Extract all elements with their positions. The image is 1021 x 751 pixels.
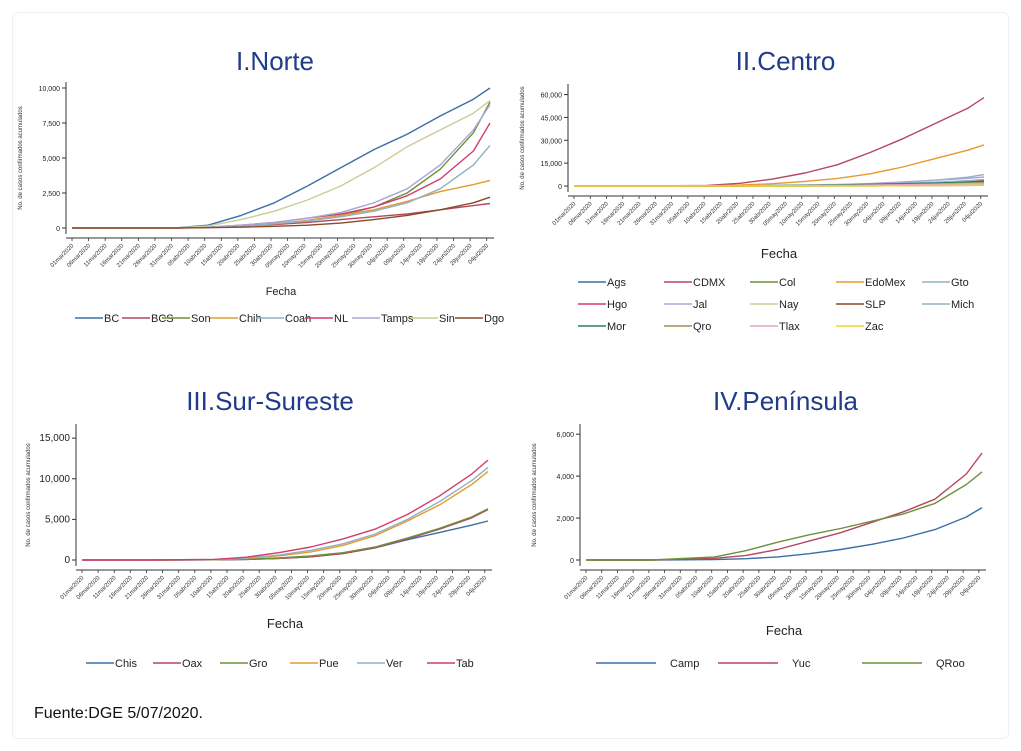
- legend-label: Oax: [182, 658, 203, 670]
- legend-label: Dgo: [484, 313, 504, 325]
- series-line-bcs: [72, 202, 491, 229]
- y-tick-label: 5,000: [45, 514, 70, 525]
- y-tick-label: 15,000: [39, 433, 70, 444]
- y-tick-label: 4,000: [556, 474, 574, 481]
- legend-label: Ver: [386, 658, 403, 670]
- y-tick-label: 15,000: [541, 161, 563, 168]
- series-line-gro: [82, 508, 489, 561]
- legend-label: Tlax: [779, 321, 800, 333]
- series-line-pue: [82, 470, 489, 561]
- y-tick-label: 0: [56, 226, 60, 233]
- y-tick-label: 5,000: [42, 156, 60, 163]
- panel-centro: II.Centro: [510, 0, 1021, 360]
- legend-label: Tab: [456, 658, 474, 670]
- y-tick-label: 10,000: [39, 474, 70, 485]
- y-axis-label: No. de casos confirmados acumulados: [18, 106, 24, 209]
- y-tick-label: 2,500: [42, 191, 60, 198]
- source-note: Fuente:DGE 5/07/2020.: [34, 705, 203, 722]
- y-tick-label: 6,000: [556, 432, 574, 439]
- series-line-ver: [82, 466, 489, 561]
- legend-label: EdoMex: [865, 277, 906, 289]
- series-line-dgo: [72, 196, 491, 229]
- legend-label: BC: [104, 313, 119, 325]
- legend-label: Son: [191, 313, 211, 325]
- legend-label: Pue: [319, 658, 339, 670]
- series-line-qroo: [586, 471, 983, 561]
- y-axis-label: No. de casos confirmados acumulados: [532, 443, 538, 546]
- legend-label: Chih: [239, 313, 262, 325]
- legend-label: Ags: [607, 277, 626, 289]
- series-line-camp: [586, 506, 983, 561]
- x-axis-label: Fecha: [267, 616, 304, 631]
- chart-title: III.Sur-Sureste: [186, 386, 354, 416]
- series-line-coah: [72, 144, 491, 229]
- y-axis-label: No. de casos confirmados acumulados: [26, 443, 32, 546]
- chart-title: IV.Península: [712, 386, 859, 416]
- series-line-cdmx: [574, 97, 985, 187]
- y-tick-label: 7,500: [42, 121, 60, 128]
- legend-label: QRoo: [936, 658, 965, 670]
- series-line-bc: [72, 87, 491, 229]
- legend-label: Coah: [285, 313, 311, 325]
- panel-norte: I.Norte: [0, 0, 510, 360]
- legend-label: Hgo: [607, 299, 627, 311]
- y-axis-label: No. de casos confirmados acumulados: [520, 86, 526, 189]
- legend-label: Nay: [779, 299, 799, 311]
- legend-label: Chis: [115, 658, 138, 670]
- series-line-sin: [72, 100, 491, 229]
- legend-label: SLP: [865, 299, 886, 311]
- chart-title: I.Norte: [235, 46, 315, 76]
- series-line-yuc: [586, 452, 983, 561]
- chart-title: II.Centro: [735, 46, 836, 76]
- x-axis-label: Fecha: [266, 286, 297, 298]
- y-tick-label: 0: [558, 184, 562, 191]
- panel-peninsula: IV.Península: [510, 370, 1021, 700]
- legend-label: BCS: [151, 313, 174, 325]
- y-tick-label: 60,000: [541, 93, 563, 100]
- series-line-zac: [574, 184, 985, 187]
- panel-sur-sureste: III.Sur-Sureste: [0, 370, 510, 700]
- legend-label: Gro: [249, 658, 267, 670]
- legend-label: Jal: [693, 299, 707, 311]
- legend-label: Mor: [607, 321, 626, 333]
- y-tick-label: 30,000: [541, 138, 563, 145]
- legend-label: Mich: [951, 299, 974, 311]
- y-tick-label: 45,000: [541, 115, 563, 122]
- legend-label: Sin: [439, 313, 455, 325]
- series-line-edomex: [574, 144, 985, 187]
- series-line-tab: [82, 459, 489, 561]
- figure-frame: [12, 12, 1009, 739]
- y-tick-label: 10,000: [39, 86, 61, 93]
- y-tick-label: 0: [570, 558, 574, 565]
- legend-label: Yuc: [792, 658, 811, 670]
- y-tick-label: 0: [64, 555, 70, 566]
- legend-label: NL: [334, 313, 348, 325]
- legend-label: Qro: [693, 321, 711, 333]
- y-tick-label: 2,000: [556, 516, 574, 523]
- legend-label: CDMX: [693, 277, 726, 289]
- x-axis-label: Fecha: [766, 623, 803, 638]
- legend-label: Tamps: [381, 313, 414, 325]
- legend-label: Gto: [951, 277, 969, 289]
- legend-label: Zac: [865, 321, 884, 333]
- legend-label: Col: [779, 277, 796, 289]
- legend-label: Camp: [670, 658, 699, 670]
- x-axis-label: Fecha: [761, 246, 798, 261]
